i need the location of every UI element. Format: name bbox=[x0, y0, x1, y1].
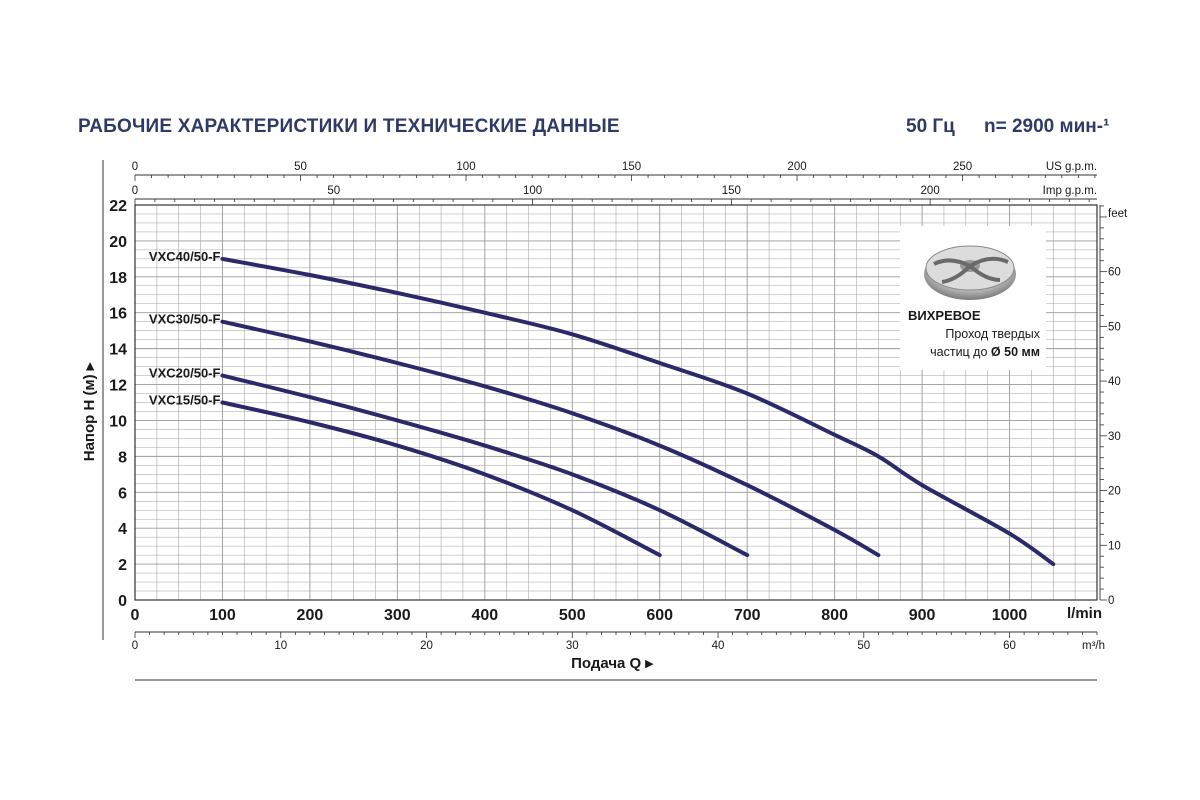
frequency-label: 50 Гц bbox=[906, 116, 955, 137]
m3h-tick-label: 0 bbox=[132, 640, 138, 652]
y-tick-label: 20 bbox=[109, 234, 127, 251]
y-tick-label: 14 bbox=[109, 342, 127, 359]
y-tick-label: 22 bbox=[109, 198, 127, 215]
y-tick-label: 10 bbox=[109, 413, 127, 430]
imp-gpm-unit-label: Imp g.p.m. bbox=[1043, 185, 1097, 197]
series-line-vxc20-50-f bbox=[220, 373, 750, 558]
y-axis-label: Напор H (м) ▸ bbox=[81, 361, 98, 461]
y-tick-label: 6 bbox=[118, 485, 127, 502]
vortex-impeller-icon bbox=[924, 245, 1016, 300]
feet-tick-label: 40 bbox=[1108, 376, 1121, 388]
x-tick-label: 900 bbox=[909, 607, 936, 624]
series-label: VXC30/50-F bbox=[149, 312, 221, 327]
m3h-tick-label: 20 bbox=[420, 640, 433, 652]
x-tick-label: 700 bbox=[734, 607, 761, 624]
y-tick-label: 0 bbox=[118, 593, 127, 610]
x-tick-label: 500 bbox=[559, 607, 586, 624]
y-tick-label: 12 bbox=[109, 378, 127, 395]
solids-size-prefix: частиц до bbox=[930, 345, 988, 359]
speed-label: n= 2900 мин-¹ bbox=[984, 116, 1110, 137]
m3h-tick-label: 40 bbox=[712, 640, 725, 652]
feet-tick-label: 10 bbox=[1108, 540, 1121, 552]
feet-tick-label: 60 bbox=[1108, 267, 1121, 279]
imp-gpm-tick-label: 50 bbox=[327, 185, 340, 197]
y-tick-label: 8 bbox=[118, 449, 127, 466]
series-label: VXC20/50-F bbox=[149, 366, 221, 381]
us-gpm-tick-label: 150 bbox=[622, 161, 641, 173]
imp-gpm-tick-label: 100 bbox=[523, 185, 542, 197]
page-title: РАБОЧИЕ ХАРАКТЕРИСТИКИ И ТЕХНИЧЕСКИЕ ДАН… bbox=[78, 116, 620, 137]
x-axis-label: Подача Q ▸ bbox=[571, 655, 654, 672]
y-tick-label: 2 bbox=[118, 557, 127, 574]
m3h-tick-label: 50 bbox=[857, 640, 870, 652]
us-gpm-tick-label: 250 bbox=[953, 161, 972, 173]
solids-passage-label: Проход твердых bbox=[945, 327, 1040, 341]
imp-gpm-tick-label: 0 bbox=[132, 185, 138, 197]
impeller-type-label: ВИХРЕВОЕ bbox=[908, 308, 981, 323]
feet-tick-label: 50 bbox=[1108, 321, 1121, 333]
m3h-tick-label: 10 bbox=[274, 640, 287, 652]
series-line-vxc30-50-f bbox=[220, 319, 881, 558]
feet-unit-label: feet bbox=[1108, 208, 1128, 220]
solids-size-value: Ø 50 мм bbox=[990, 345, 1040, 359]
x-tick-label: 100 bbox=[209, 607, 236, 624]
us-gpm-tick-label: 0 bbox=[132, 161, 138, 173]
us-gpm-unit-label: US g.p.m. bbox=[1046, 161, 1097, 173]
y-tick-label: 16 bbox=[109, 306, 127, 323]
x-tick-label: 200 bbox=[297, 607, 324, 624]
us-gpm-tick-label: 200 bbox=[787, 161, 806, 173]
x-tick-label: 600 bbox=[646, 607, 673, 624]
imp-gpm-tick-label: 200 bbox=[921, 185, 940, 197]
imp-gpm-tick-label: 150 bbox=[722, 185, 741, 197]
series-label: VXC15/50-F bbox=[149, 393, 221, 408]
x-unit-label: l/min bbox=[1067, 605, 1102, 622]
series-line-vxc15-50-f bbox=[220, 400, 662, 558]
plot-frame bbox=[134, 204, 1098, 601]
feet-tick-label: 0 bbox=[1108, 595, 1114, 607]
impeller-note: ВИХРЕВОЕ Проход твердых частиц до Ø 50 м… bbox=[900, 226, 1046, 370]
series-line-vxc40-50-f bbox=[220, 256, 1056, 567]
feet-tick-label: 20 bbox=[1108, 486, 1121, 498]
x-tick-label: 0 bbox=[131, 607, 140, 624]
x-tick-label: 1000 bbox=[992, 607, 1028, 624]
x-tick-label: 400 bbox=[471, 607, 498, 624]
y-tick-label: 4 bbox=[118, 521, 127, 538]
m3h-unit-label: m³/h bbox=[1082, 640, 1105, 652]
y-tick-label: 18 bbox=[109, 270, 127, 287]
m3h-tick-label: 60 bbox=[1003, 640, 1016, 652]
series-label: VXC40/50-F bbox=[149, 249, 221, 264]
feet-tick-label: 30 bbox=[1108, 431, 1121, 443]
us-gpm-tick-label: 100 bbox=[456, 161, 475, 173]
m3h-tick-label: 30 bbox=[566, 640, 579, 652]
x-tick-label: 300 bbox=[384, 607, 411, 624]
x-tick-label: 800 bbox=[821, 607, 848, 624]
solids-size-label: частиц до Ø 50 мм bbox=[930, 345, 1040, 359]
us-gpm-tick-label: 50 bbox=[294, 161, 307, 173]
